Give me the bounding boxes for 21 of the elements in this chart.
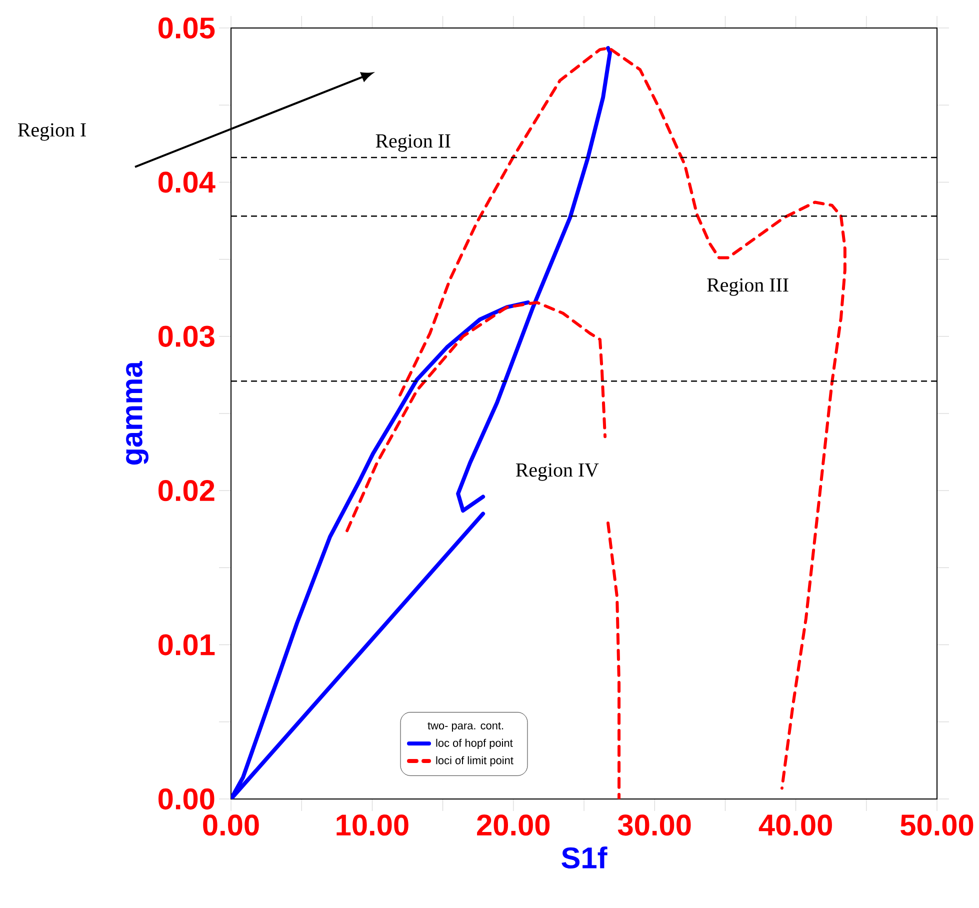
y-axis-title: gamma xyxy=(126,360,148,465)
annotation: Region III xyxy=(707,278,788,296)
annotation: Region IV xyxy=(516,463,599,481)
x-tick-label: 0.00 xyxy=(203,814,259,836)
legend-label: loci of limit point xyxy=(436,756,514,766)
y-tick-label: 0.02 xyxy=(158,480,214,502)
text: Region I xyxy=(18,123,86,141)
y-tick-label: 0.05 xyxy=(158,17,215,39)
x-tick-label: 50.00 xyxy=(900,814,974,836)
y-tick-label: 0.04 xyxy=(158,172,216,193)
x-axis-title: S1f xyxy=(562,846,608,869)
annotation: Region II xyxy=(376,134,450,152)
y-tick-label: 0.00 xyxy=(158,788,214,810)
x-tick-label: 40.00 xyxy=(758,814,832,836)
x-tick-label: 30.00 xyxy=(618,814,691,836)
legend-title: two- para. cont. xyxy=(428,722,504,732)
x-tick-label: 10.00 xyxy=(336,814,408,836)
legend-label: loc of hopf point xyxy=(436,738,513,750)
y-tick-label: 0.01 xyxy=(158,634,215,656)
y-tick-label: 0.03 xyxy=(158,326,214,347)
x-tick-label: 20.00 xyxy=(477,814,550,836)
